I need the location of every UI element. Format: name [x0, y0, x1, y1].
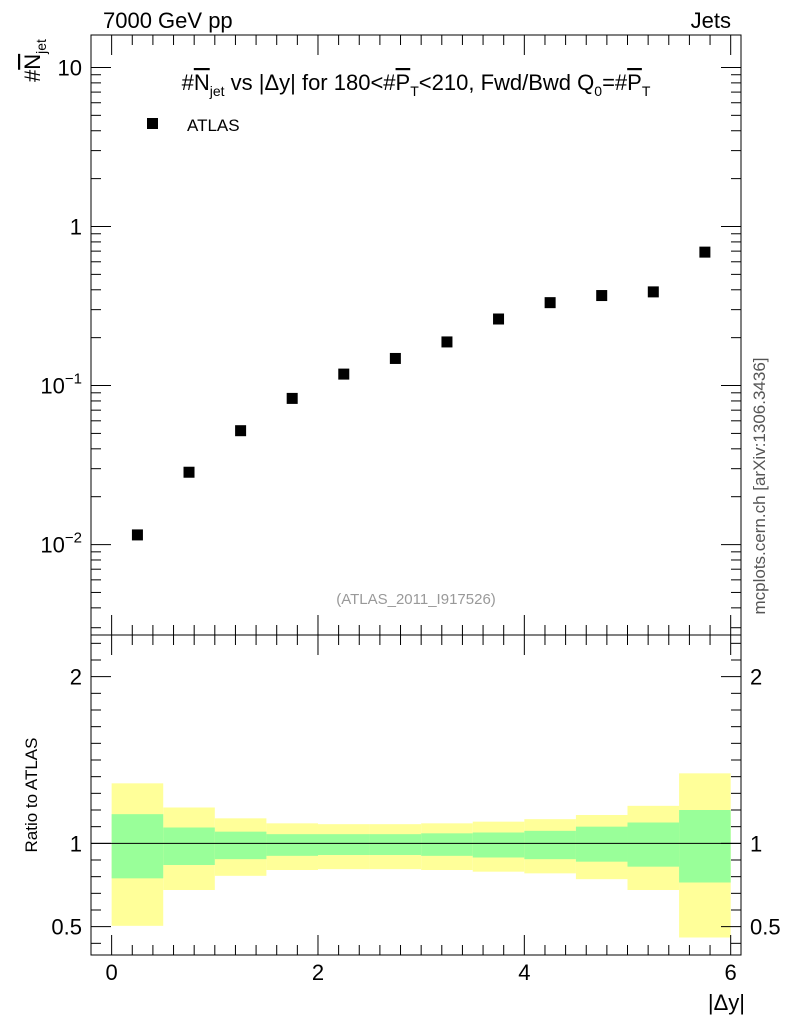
lower-panel: 0 2 4 6 0.5 1 2 0.5 1 2 Ratio to ATLAS |Δy| [22, 634, 781, 1015]
lower-y-tick-label-right: 1 [750, 831, 762, 856]
ratio-band-inner [472, 832, 525, 858]
ratio-band-inner [369, 834, 422, 855]
lower-frame [90, 634, 742, 956]
lower-y-tick-label-left: 2 [70, 665, 82, 690]
ratio-band-inner [214, 831, 267, 860]
ratio-band-inner [111, 814, 164, 879]
lower-ticks [91, 635, 741, 955]
x-tick-label: 0 [106, 960, 118, 985]
ratio-band-inner [266, 834, 318, 856]
ratio-bands [111, 773, 731, 938]
upper-panel: 10−2 10−1 1 10 #Njet vs |Δy| for 180<#PT<21… [40, 34, 742, 636]
upper-y-tick-label: 10−2 [40, 530, 82, 558]
upper-y-tick-label: 10−1 [40, 371, 82, 399]
x-tick-label: 6 [725, 960, 737, 985]
data-point [338, 368, 350, 380]
upper-y-tick-label: 1 [70, 214, 82, 239]
ratio-band-inner [524, 830, 576, 860]
data-point [389, 352, 401, 364]
ratio-band-inner [421, 833, 473, 856]
x-axis-label: |Δy| [708, 990, 745, 1015]
lower-y-tick-label-right: 2 [750, 665, 762, 690]
data-point [183, 466, 195, 478]
data-point [596, 290, 608, 302]
ratio-band-inner [317, 834, 370, 855]
x-tick-label: 4 [518, 960, 530, 985]
upper-y-tick-labels: 10−2 10−1 1 10 [40, 55, 82, 557]
ratio-band-inner [163, 827, 215, 865]
upper-y-tick-label: 10 [58, 55, 82, 80]
analysis-annotation: (ATLAS_2011_I917526) [336, 591, 496, 608]
watermark-label: mcplots.cern.ch [arXiv:1306.3436] [750, 357, 769, 614]
chart-title: #Njet vs |Δy| for 180<#PT<210, Fwd/Bwd Q… [182, 70, 651, 99]
data-points [131, 246, 711, 541]
ratio-band-inner [575, 826, 628, 862]
legend-label: ATLAS [187, 116, 240, 135]
data-point [286, 392, 298, 404]
ratio-band-inner [627, 822, 680, 867]
data-point [699, 246, 711, 258]
lower-y-tick-label-right: 0.5 [750, 915, 781, 940]
lower-y-tick-label-left: 0.5 [51, 915, 82, 940]
data-point [544, 297, 556, 309]
legend-marker [147, 118, 158, 129]
header-process-label: Jets [691, 8, 731, 33]
data-point [131, 529, 143, 541]
header-energy-label: 7000 GeV pp [103, 8, 233, 33]
data-point [235, 425, 247, 437]
upper-y-axis-label: #Njet [20, 39, 49, 82]
data-point [441, 336, 453, 348]
data-point [647, 286, 659, 298]
data-point [493, 313, 505, 325]
ratio-band-inner [679, 810, 731, 883]
lower-y-axis-label: Ratio to ATLAS [22, 738, 41, 853]
lower-y-tick-label-left: 1 [70, 831, 82, 856]
lower-tick-labels: 0 2 4 6 0.5 1 2 0.5 1 2 [51, 665, 780, 985]
x-tick-label: 2 [312, 960, 324, 985]
upper-ticks [91, 35, 741, 635]
